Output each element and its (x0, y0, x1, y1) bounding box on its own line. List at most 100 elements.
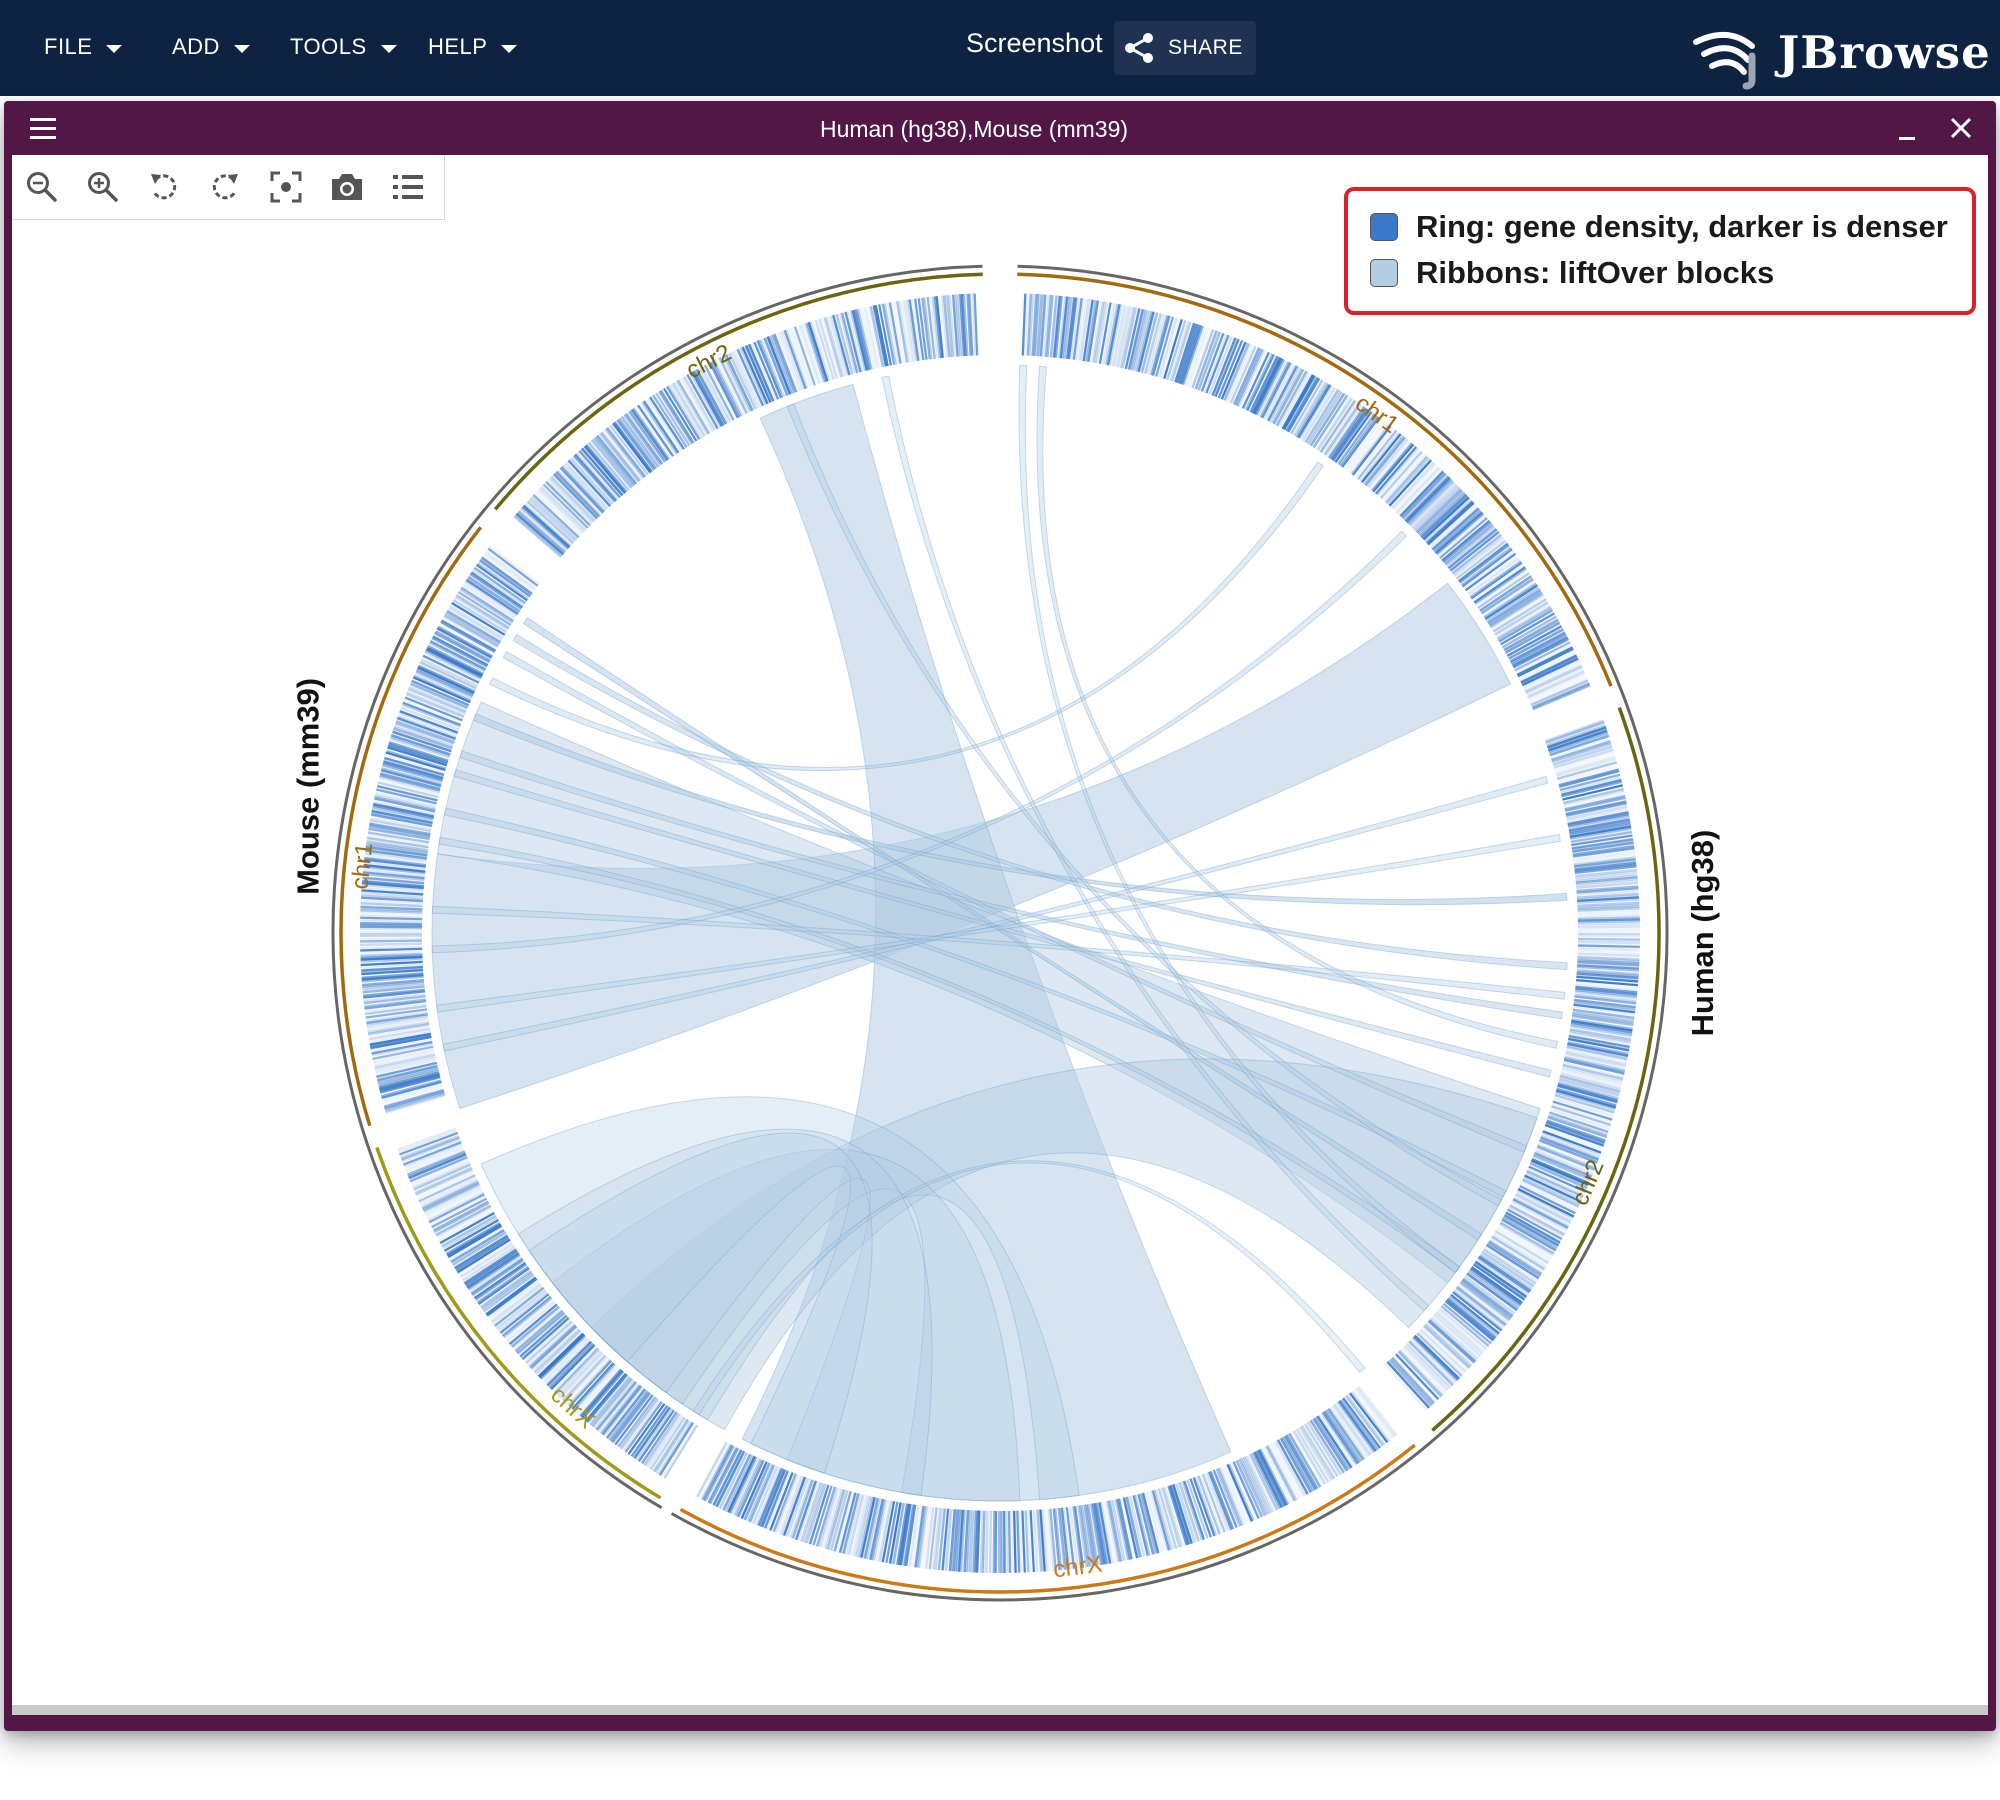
gene-density-tick (420, 1178, 478, 1208)
share-button[interactable]: SHARE (1114, 21, 1256, 75)
screenshot-button[interactable] (325, 165, 369, 209)
gene-density-tick (474, 565, 527, 603)
gene-density-tick (1085, 1504, 1097, 1566)
gene-density-tick (425, 649, 482, 680)
add-menu-button[interactable]: ADD (172, 22, 250, 72)
gene-density-tick (1054, 1508, 1063, 1571)
gene-density-tick (1481, 1251, 1535, 1288)
gene-density-tick (362, 874, 425, 883)
gene-density-tick (957, 294, 964, 357)
gene-density-tick (923, 1506, 933, 1569)
minimize-icon[interactable] (1892, 113, 1922, 143)
gene-density-tick (1316, 397, 1353, 451)
gene-density-tick (497, 1290, 548, 1331)
fit-to-view-button[interactable] (264, 165, 308, 209)
gene-density-tick (1546, 724, 1606, 747)
gene-density-tick (1479, 1253, 1533, 1291)
gene-density-tick (388, 742, 449, 764)
zoom-out-button[interactable] (20, 165, 64, 209)
gene-density-tick (1515, 642, 1572, 673)
gene-density-tick (542, 1337, 589, 1383)
gene-density-tick (1398, 469, 1443, 516)
rotate-left-button[interactable] (142, 165, 186, 209)
gene-density-tick (759, 1468, 785, 1527)
gene-density-tick (1517, 1188, 1575, 1218)
gene-density-tick (683, 375, 716, 431)
gene-density-tick (1521, 1180, 1579, 1210)
horizontal-scrollbar[interactable] (12, 1705, 1988, 1715)
gene-density-tick (1109, 1500, 1124, 1562)
gene-density-tick (484, 552, 536, 591)
gene-density-tick (431, 1197, 488, 1229)
gene-density-tick (441, 619, 497, 652)
gene-density-tick (648, 1415, 685, 1470)
gene-density-tick (372, 806, 434, 821)
gene-density-tick (1100, 302, 1114, 365)
gene-density-tick (513, 1308, 563, 1351)
gene-density-tick (1346, 420, 1386, 472)
rotate-right-button[interactable] (203, 165, 247, 209)
gene-density-tick (787, 328, 810, 388)
gene-density-tick (694, 369, 726, 426)
session-name[interactable]: Screenshot (966, 28, 1103, 58)
gene-density-tick (436, 627, 493, 659)
app-bar: FILE ADD TOOLS HELP Screenshot SHARE JBr… (0, 0, 2000, 96)
gene-density-tick (894, 301, 907, 363)
gene-density-tick (612, 422, 652, 474)
gene-density-tick (1306, 1421, 1342, 1476)
gene-density-tick (1183, 1480, 1206, 1540)
gene-density-tick (1458, 1283, 1509, 1323)
gene-density-tick (597, 433, 639, 484)
gene-density-tick (1548, 1114, 1608, 1137)
gene-density-tick (894, 1503, 907, 1565)
gene-density-tick (1411, 1337, 1458, 1383)
close-icon[interactable] (1946, 113, 1976, 143)
file-menu-button[interactable]: FILE (44, 22, 123, 72)
gene-density-tick (382, 763, 443, 783)
track-selector-button[interactable] (386, 165, 430, 209)
gene-density-tick (1209, 336, 1235, 396)
tools-menu-button[interactable]: TOOLS (290, 22, 397, 72)
gene-density-tick (1452, 1291, 1503, 1332)
gene-density-tick (1261, 362, 1292, 419)
gene-density-tick (1280, 373, 1313, 429)
gene-density-tick (1148, 314, 1168, 376)
gene-density-tick (702, 365, 733, 422)
gene-density-tick (419, 1175, 477, 1204)
gene-density-tick (426, 646, 484, 677)
gene-density-tick (1505, 1211, 1561, 1244)
gene-density-tick (1087, 1504, 1099, 1566)
gene-density-tick (923, 297, 933, 360)
gene-density-tick (839, 313, 857, 374)
gene-density-tick (567, 1358, 611, 1407)
gene-density-tick (606, 427, 647, 478)
gene-density-tick (896, 1503, 909, 1565)
gene-density-tick (651, 1417, 688, 1471)
gene-density-tick (837, 1491, 855, 1553)
gene-density-tick (757, 1467, 783, 1527)
zoom-in-button[interactable] (81, 165, 125, 209)
gene-density-tick (1333, 410, 1371, 463)
gene-density-tick (1216, 339, 1242, 398)
hamburger-menu-icon[interactable] (22, 115, 62, 143)
gene-density-tick (1297, 1427, 1331, 1482)
gene-density-tick (1353, 426, 1393, 477)
gene-density-tick (945, 1508, 953, 1571)
gene-density-tick (594, 1380, 636, 1430)
gene-density-tick (1528, 1165, 1586, 1193)
gene-density-tick (799, 324, 821, 385)
gene-density-tick (652, 394, 688, 448)
gene-density-tick (1570, 1026, 1632, 1039)
gene-density-tick (1232, 347, 1261, 405)
gene-density-tick (1287, 1433, 1320, 1489)
gene-density-tick (546, 479, 592, 526)
gene-density-tick (360, 923, 423, 927)
gene-density-tick (1569, 825, 1632, 838)
gene-density-tick (1571, 839, 1634, 851)
gene-density-tick (1401, 1347, 1446, 1394)
gene-density-tick (399, 708, 459, 733)
gene-density-tick (1573, 850, 1635, 861)
help-menu-button[interactable]: HELP (428, 22, 518, 72)
gene-density-tick (1428, 503, 1476, 547)
